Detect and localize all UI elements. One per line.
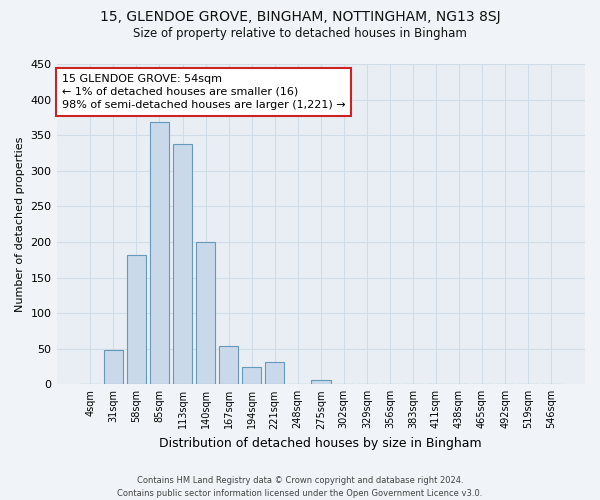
Bar xyxy=(242,366,262,384)
Bar xyxy=(127,255,146,384)
Bar xyxy=(311,380,331,384)
Y-axis label: Number of detached properties: Number of detached properties xyxy=(15,136,25,312)
Bar xyxy=(196,242,215,384)
Bar xyxy=(173,144,193,384)
Bar xyxy=(219,346,238,385)
Bar xyxy=(265,362,284,384)
Text: Size of property relative to detached houses in Bingham: Size of property relative to detached ho… xyxy=(133,28,467,40)
Bar xyxy=(149,122,169,384)
Text: 15, GLENDOE GROVE, BINGHAM, NOTTINGHAM, NG13 8SJ: 15, GLENDOE GROVE, BINGHAM, NOTTINGHAM, … xyxy=(100,10,500,24)
Text: 15 GLENDOE GROVE: 54sqm
← 1% of detached houses are smaller (16)
98% of semi-det: 15 GLENDOE GROVE: 54sqm ← 1% of detached… xyxy=(62,74,346,110)
X-axis label: Distribution of detached houses by size in Bingham: Distribution of detached houses by size … xyxy=(160,437,482,450)
Bar xyxy=(104,350,123,384)
Text: Contains HM Land Registry data © Crown copyright and database right 2024.
Contai: Contains HM Land Registry data © Crown c… xyxy=(118,476,482,498)
